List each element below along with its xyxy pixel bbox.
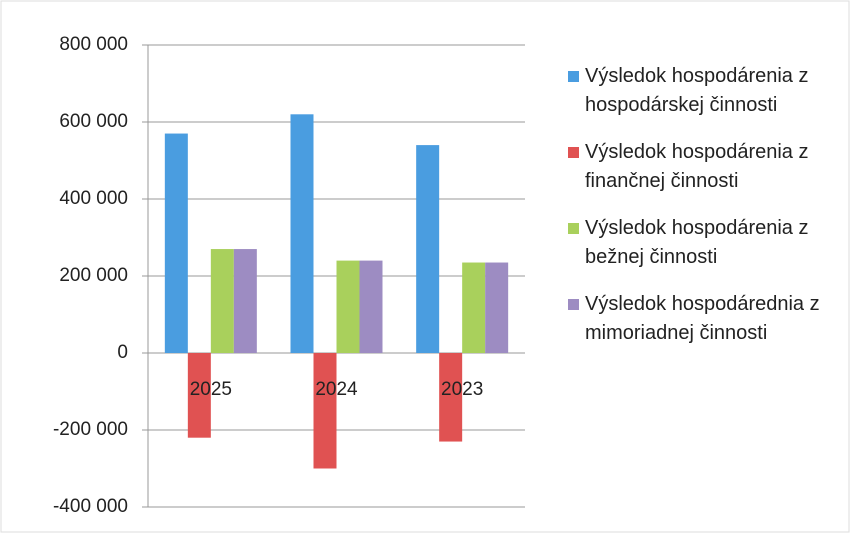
y-tick-label: -200 000 <box>53 419 128 440</box>
legend-swatch <box>568 71 579 82</box>
bar <box>164 133 188 353</box>
y-tick-label: -400 000 <box>53 496 128 517</box>
legend-entry: Výsledok hospodárednia z mimoriadnej čin… <box>568 290 828 348</box>
y-tick-label: 600 000 <box>59 111 128 132</box>
legend: Výsledok hospodárenia z hospodárskej čin… <box>568 62 828 366</box>
bar <box>416 145 440 353</box>
legend-label: Výsledok hospodárenia z bežnej činnosti <box>585 217 809 268</box>
bar <box>336 260 360 353</box>
legend-swatch <box>568 147 579 158</box>
legend-swatch <box>568 223 579 234</box>
y-tick-label: 0 <box>117 342 128 363</box>
y-tick-label: 400 000 <box>59 188 128 209</box>
bar <box>313 353 337 469</box>
x-tick-label: 2023 <box>441 379 483 400</box>
bar <box>233 249 257 353</box>
bar <box>210 249 234 353</box>
bar <box>462 262 486 353</box>
legend-label: Výsledok hospodárenia z hospodárskej čin… <box>585 65 809 116</box>
y-tick-label: 200 000 <box>59 265 128 286</box>
bar <box>485 262 509 353</box>
bar <box>290 114 314 353</box>
x-tick-label: 2024 <box>315 379 358 400</box>
x-tick-label: 2025 <box>190 379 232 400</box>
bar <box>359 260 383 353</box>
legend-label: Výsledok hospodárednia z mimoriadnej čin… <box>585 293 820 344</box>
bar <box>439 353 463 442</box>
legend-swatch <box>568 299 579 310</box>
legend-entry: Výsledok hospodárenia z bežnej činnosti <box>568 214 828 272</box>
legend-label: Výsledok hospodárenia z finančnej činnos… <box>585 141 809 192</box>
y-tick-label: 800 000 <box>59 34 128 55</box>
legend-entry: Výsledok hospodárenia z finančnej činnos… <box>568 138 828 196</box>
legend-entry: Výsledok hospodárenia z hospodárskej čin… <box>568 62 828 120</box>
bar <box>187 353 211 438</box>
